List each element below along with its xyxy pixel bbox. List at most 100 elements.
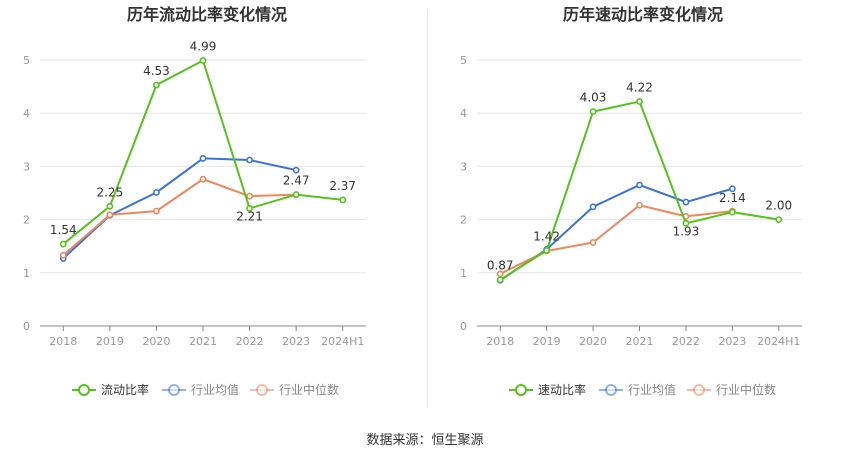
data-point	[153, 189, 160, 196]
x-tick-label: 2020	[579, 335, 607, 348]
legend-label: 行业中位数	[716, 382, 776, 397]
data-point	[246, 205, 253, 212]
y-tick-label: 3	[460, 160, 467, 173]
y-tick-label: 0	[460, 320, 467, 333]
x-tick-label: 2023	[282, 335, 310, 348]
y-tick-label: 2	[23, 214, 30, 227]
y-tick-label: 1	[460, 267, 467, 280]
data-point	[589, 203, 597, 211]
data-point	[543, 247, 551, 254]
data-label: 4.22	[626, 80, 653, 94]
y-tick-label: 4	[23, 107, 30, 120]
series-main	[496, 98, 783, 284]
y-tick-label: 0	[23, 320, 30, 333]
data-point	[106, 202, 114, 210]
legend-label: 流动比率	[101, 382, 149, 397]
data-point	[636, 181, 643, 189]
data-point	[59, 240, 67, 248]
y-tick-label: 1	[23, 267, 30, 280]
legend-label: 行业中位数	[279, 382, 339, 397]
data-point	[589, 108, 597, 116]
data-point	[339, 196, 347, 204]
data-label: 2.37	[329, 179, 356, 193]
y-tick-label: 5	[460, 54, 467, 67]
data-label: 4.53	[143, 64, 170, 78]
data-point	[59, 251, 67, 259]
legend-label: 行业均值	[191, 382, 239, 397]
x-tick-label: 2018	[49, 335, 77, 348]
x-tick-label: 2019	[96, 335, 124, 348]
data-label: 1.93	[673, 224, 700, 238]
x-tick-label: 2022	[236, 335, 264, 348]
series-line	[62, 59, 343, 245]
legend-item: 行业均值	[162, 382, 239, 397]
data-label: 4.99	[190, 40, 217, 54]
x-tick-label: 2021	[626, 335, 654, 348]
legend-item: 行业中位数	[687, 382, 776, 397]
legend-marker	[78, 384, 90, 396]
data-point	[589, 239, 597, 246]
data-label: 4.03	[580, 91, 607, 105]
data-point	[682, 219, 690, 227]
x-tick-label: 2020	[142, 335, 170, 348]
legend-item: 速动比率	[509, 382, 586, 397]
legend-marker	[168, 384, 180, 396]
legend-marker	[256, 384, 268, 396]
legend-label: 行业均值	[628, 382, 676, 397]
x-tick-label: 2019	[533, 335, 561, 348]
x-tick-label: 2021	[189, 335, 217, 348]
data-point	[292, 166, 300, 174]
data-point	[246, 156, 253, 164]
legend-marker	[515, 384, 527, 396]
x-tick-label: 2024H1	[757, 335, 800, 348]
x-tick-label: 2024H1	[321, 335, 364, 348]
data-point	[292, 191, 300, 198]
data-point	[199, 57, 207, 64]
data-point	[728, 208, 736, 216]
data-label: 2.00	[765, 199, 792, 213]
x-tick-label: 2023	[718, 335, 746, 348]
data-point	[153, 207, 160, 215]
data-point	[775, 216, 783, 223]
chart-divider	[427, 10, 428, 408]
legend-marker	[693, 384, 705, 396]
data-source-footer: 数据来源：恒生聚源	[366, 433, 484, 448]
y-tick-label: 4	[460, 107, 467, 120]
data-label: 2.25	[96, 185, 123, 199]
series-main	[59, 57, 347, 248]
data-point	[246, 192, 253, 200]
data-point	[153, 81, 160, 89]
chart-title: 历年速动比率变化情况	[563, 5, 723, 24]
data-point	[106, 211, 114, 219]
data-point	[496, 276, 504, 284]
legend-marker	[605, 384, 617, 396]
legend-item: 行业均值	[599, 382, 676, 397]
y-tick-label: 5	[23, 54, 30, 67]
x-tick-label: 2022	[672, 335, 700, 348]
chart-title: 历年流动比率变化情况	[127, 5, 287, 24]
data-label: 2.14	[719, 191, 746, 205]
data-point	[636, 98, 643, 105]
chart-1: 历年流动比率变化情况 0 1 2 3 4 5 2018 2019 2020 2021 2022 2023…	[23, 5, 366, 397]
chart-2: 历年速动比率变化情况 0 1 2 3 4 5 2018 2019 2020 2021 2022 2023…	[460, 5, 802, 397]
data-label: 1.54	[50, 223, 77, 237]
data-label: 2.47	[283, 174, 310, 188]
series-industry-mean	[59, 155, 300, 262]
data-label: 2.21	[236, 209, 263, 223]
data-point	[682, 198, 690, 206]
data-point	[636, 201, 643, 209]
series-line	[62, 157, 297, 260]
data-label: 0.87	[487, 259, 514, 273]
legend-item: 流动比率	[72, 382, 149, 397]
data-point	[728, 185, 736, 193]
data-point	[199, 175, 207, 183]
data-point	[199, 155, 207, 162]
y-tick-label: 2	[460, 214, 467, 227]
legend-label: 速动比率	[538, 382, 586, 397]
y-tick-label: 3	[23, 160, 30, 173]
legend-item: 行业中位数	[250, 382, 339, 397]
series-line	[62, 178, 297, 256]
x-tick-label: 2018	[486, 335, 514, 348]
data-label: 1.42	[533, 229, 560, 243]
